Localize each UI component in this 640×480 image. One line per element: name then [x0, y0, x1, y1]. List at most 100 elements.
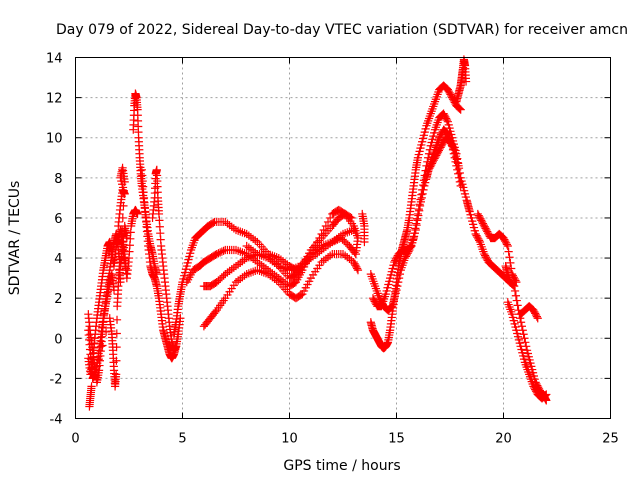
data-point [439, 109, 448, 118]
data-point [541, 391, 550, 400]
data-point [452, 161, 461, 170]
data-point [350, 259, 359, 268]
data-point [519, 351, 528, 361]
data-point [353, 264, 362, 273]
data-point [407, 241, 416, 251]
data-point [121, 265, 130, 275]
data-point [212, 249, 221, 259]
data-point [503, 241, 512, 251]
data-point [505, 253, 514, 262]
data-point [424, 167, 433, 176]
data-point [430, 128, 439, 138]
data-point [442, 128, 452, 138]
data-point [391, 289, 400, 298]
data-point [119, 201, 128, 211]
data-point [388, 264, 397, 273]
data-point [436, 132, 445, 141]
data-point [412, 221, 421, 230]
data-point [474, 234, 483, 243]
data-point [425, 160, 434, 170]
data-point [214, 276, 223, 285]
data-point [531, 309, 540, 318]
data-point [516, 342, 525, 351]
data-point [391, 254, 401, 263]
data-point [388, 298, 398, 308]
data-point [440, 111, 449, 120]
data-point [424, 164, 434, 173]
data-point [528, 368, 538, 377]
data-point [386, 270, 396, 280]
data-point [416, 144, 425, 153]
data-point [94, 355, 103, 364]
data-point [368, 294, 378, 303]
data-point [510, 319, 519, 328]
data-point [522, 346, 532, 355]
x-axis-label: GPS time / hours [283, 458, 400, 474]
data-point [415, 201, 425, 211]
data-point [500, 235, 509, 244]
data-point [405, 243, 414, 252]
x-tick-labels: 0 5 10 15 20 25 [71, 432, 618, 447]
data-point [385, 274, 395, 283]
data-point [441, 112, 450, 121]
data-point [180, 271, 189, 280]
data-point [514, 335, 524, 344]
data-point [391, 256, 400, 265]
data-point [480, 251, 490, 260]
data-point [409, 235, 418, 244]
data-point [532, 312, 541, 321]
data-point [466, 210, 475, 219]
data-point [411, 225, 420, 235]
data-point [502, 240, 512, 249]
data-point [507, 310, 517, 319]
data-point [301, 258, 310, 267]
data-point [424, 149, 434, 158]
data-point [386, 303, 395, 312]
data-point [118, 213, 127, 223]
data-point [473, 209, 482, 219]
data-point [446, 90, 455, 99]
data-point [481, 224, 490, 233]
data-point [91, 368, 100, 377]
data-point [296, 290, 306, 300]
data-point [504, 247, 513, 256]
data-point [444, 87, 453, 96]
data-point [524, 352, 533, 361]
data-point [418, 189, 427, 198]
data-point [214, 249, 223, 258]
data-point [390, 292, 399, 301]
data-point [474, 211, 483, 220]
data-point [423, 170, 432, 179]
data-point [211, 250, 220, 259]
data-point [216, 274, 225, 284]
data-point [529, 306, 538, 315]
x-tick-label: 5 [178, 432, 186, 447]
data-point [519, 330, 528, 339]
data-point [118, 225, 127, 235]
data-point [469, 223, 479, 232]
data-point [438, 140, 447, 149]
data-point [520, 334, 529, 343]
data-point [482, 225, 491, 235]
y-tick-label: 4 [54, 252, 62, 267]
data-point [442, 115, 452, 125]
data-point [448, 145, 458, 154]
data-point [112, 343, 121, 352]
data-point [388, 302, 397, 311]
data-point [481, 253, 491, 262]
data-point [400, 253, 410, 263]
data-point [476, 214, 485, 223]
data-point [523, 349, 532, 358]
data-point [185, 252, 194, 261]
data-point [184, 255, 193, 264]
y-tick-label: 8 [54, 172, 62, 187]
data-point [455, 177, 464, 186]
data-point [470, 226, 479, 235]
data-point [443, 85, 452, 94]
data-point [382, 286, 391, 296]
y-tick-label: -4 [50, 413, 63, 428]
data-point [389, 295, 399, 304]
data-point [511, 322, 520, 332]
data-point [473, 233, 482, 242]
data-point [301, 283, 310, 292]
